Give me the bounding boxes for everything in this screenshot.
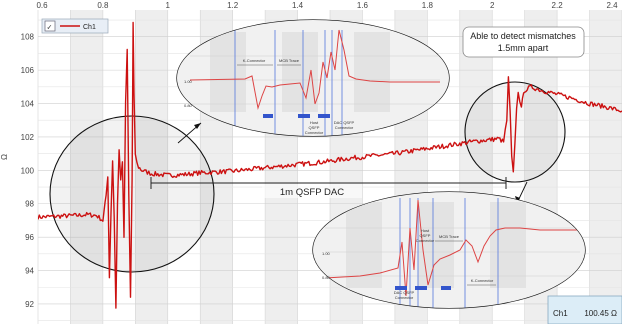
x-tick-label: 2.2 — [552, 1, 564, 10]
top-inset-dac-label-1: DAC QSFP — [334, 120, 355, 125]
y-tick-label: 106 — [21, 66, 35, 75]
top-inset-host-label-3: Connector — [305, 130, 324, 135]
top-callout-arrowhead — [194, 123, 201, 129]
y-tick-label: 100 — [21, 166, 35, 175]
x-tick-labels: 0.6 0.8 1 1.2 1.4 1.6 1.8 2 2.2 2.4 — [36, 1, 618, 10]
top-inset-host-label-1: Host — [310, 120, 319, 125]
readout-channel: Ch1 — [553, 309, 568, 318]
y-tick-labels: 92 94 96 98 100 102 104 106 108 — [21, 33, 35, 309]
bottom-inset-dac-label-2: Connector — [395, 295, 414, 300]
bottom-inset-host-label-1: Host — [421, 228, 430, 233]
bottom-zoom-inset: 1.00 0.80 DAC QSFP Connector Host QSFP C… — [312, 191, 586, 309]
note-box — [462, 26, 585, 58]
legend-entry-ch1: Ch1 — [83, 24, 96, 31]
note-line-2: 1.5mm apart — [498, 43, 549, 53]
x-tick-label: 2 — [490, 1, 495, 10]
bottom-inset-ytick-1: 0.80 — [322, 275, 331, 280]
x-tick-label: 0.8 — [97, 1, 109, 10]
y-tick-label: 92 — [25, 300, 34, 309]
y-tick-label: 102 — [21, 133, 35, 142]
readout-value: 100.45 Ω — [584, 309, 617, 318]
series-line-ch1 — [38, 21, 622, 309]
top-inset-dac-label-2: Connector — [335, 125, 354, 130]
grid-band — [589, 10, 622, 324]
bottom-inset-mcb-label: MCB Trace — [439, 234, 460, 239]
top-inset-connector-label: K-Connector — [243, 58, 266, 63]
x-tick-label: 1.6 — [357, 1, 369, 10]
readout-box: Ch1 100.45 Ω — [547, 295, 622, 324]
top-inset-host-label-2: QSFP — [309, 125, 320, 130]
legend: ✓ Ch1 — [41, 18, 109, 34]
bottom-inset-host-label-3: Connector — [416, 238, 435, 243]
top-zoom-inset: 1.00 0.80 K-Connector MCB Trace Host QSF… — [176, 19, 450, 137]
legend-check-icon: ✓ — [47, 25, 53, 32]
y-axis-label: Ω — [0, 154, 9, 160]
x-tick-label: 1 — [166, 1, 171, 10]
bottom-inset-ytick-0: 1.00 — [322, 251, 331, 256]
bottom-inset-host-label-2: QSFP — [420, 233, 431, 238]
grid-band — [70, 10, 103, 324]
top-inset-mcb-label: MCB Trace — [279, 58, 300, 63]
y-tick-label: 96 — [25, 233, 34, 242]
y-tick-label: 108 — [21, 33, 35, 42]
bottom-inset-connector-label: K-Connector — [471, 278, 494, 283]
y-tick-label: 104 — [21, 100, 35, 109]
y-tick-label: 94 — [25, 267, 34, 276]
top-inset-ytick-1: 0.80 — [184, 103, 193, 108]
span-label-bg — [262, 184, 362, 198]
bottom-inset-dac-label-1: DAC QSFP — [394, 290, 415, 295]
note-line-1: Able to detect mismatches — [470, 31, 576, 41]
legend-checkbox[interactable] — [44, 20, 56, 32]
x-tick-label: 0.6 — [36, 1, 48, 10]
span-label: 1m QSFP DAC — [280, 187, 344, 198]
top-inset-ytick-0: 1.00 — [184, 79, 193, 84]
x-tick-label: 2.4 — [606, 1, 618, 10]
x-tick-label: 1.2 — [227, 1, 239, 10]
x-tick-label: 1.8 — [422, 1, 434, 10]
y-tick-label: 98 — [25, 200, 34, 209]
x-tick-label: 1.4 — [292, 1, 304, 10]
